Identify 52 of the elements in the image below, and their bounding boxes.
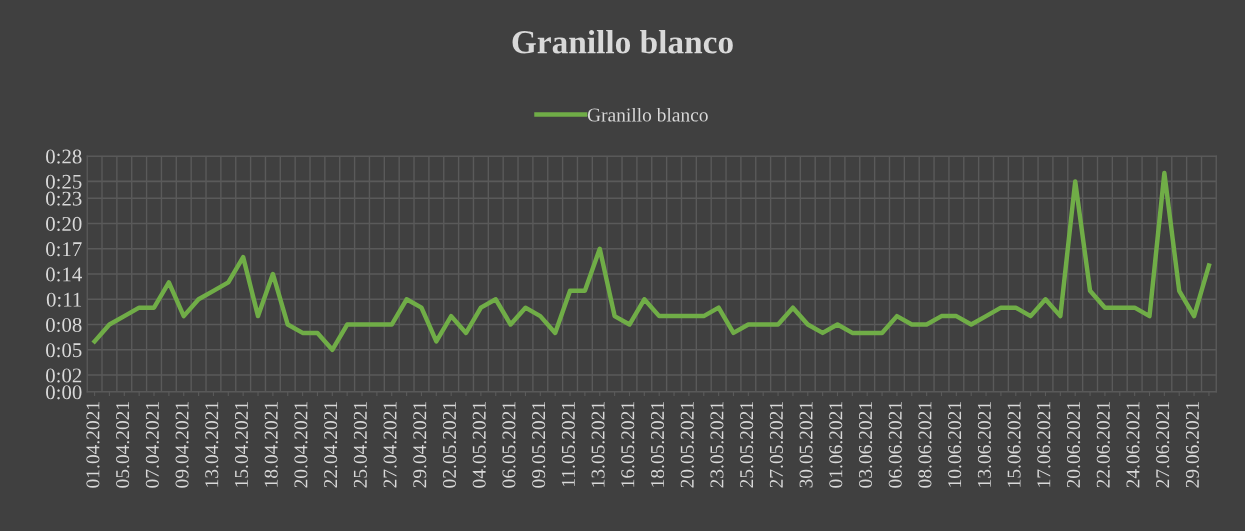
x-tick-label: 09.05.2021 (532, 402, 546, 488)
x-tick-label: 18.04.2021 (264, 402, 278, 487)
y-tick-label: 0:23 (46, 191, 82, 206)
x-tick-label: 05.04.2021 (116, 402, 130, 488)
x-tick-label: 04.05.2021 (472, 402, 486, 488)
y-tick-label: 0:08 (46, 317, 82, 333)
y-tick-label: 0:20 (46, 216, 82, 231)
x-tick-label: 09.04.2021 (175, 402, 189, 488)
x-tick-label: 29.04.2021 (413, 402, 427, 488)
x-tick-label: 08.06.2021 (918, 402, 932, 488)
y-tick-label: 0:25 (46, 174, 82, 189)
x-tick-label: 10.06.2021 (948, 402, 962, 487)
y-tick-label: 0:02 (46, 368, 82, 383)
x-tick-label: 13.04.2021 (205, 402, 219, 487)
y-tick-label: 0:00 (46, 385, 82, 400)
x-tick-label: 25.04.2021 (353, 402, 367, 488)
x-tick-label: 03.06.2021 (858, 402, 873, 488)
y-tick-label: 0:17 (46, 242, 82, 257)
x-tick-label: 30.05.2021 (799, 402, 813, 488)
x-tick-label: 27.06.2021 (1156, 402, 1170, 488)
x-tick-label: 20.06.2021 (1066, 402, 1081, 488)
y-tick-label: 0:11 (46, 292, 82, 307)
x-tick-label: 22.06.2021 (1096, 402, 1110, 488)
x-tick-label: 18.05.2021 (650, 402, 665, 487)
x-tick-label: 16.05.2021 (621, 402, 635, 487)
legend-label: Granillo blanco (587, 107, 708, 122)
x-tick-label: 15.06.2021 (1007, 402, 1021, 487)
line-series (92, 170, 1212, 352)
x-tick-label: 11.05.2021 (561, 402, 575, 486)
x-tick-label: 25.05.2021 (740, 402, 754, 488)
x-tick-label: 17.06.2021 (1037, 402, 1051, 487)
x-tick-label: 27.04.2021 (383, 402, 397, 488)
x-tick-label: 13.06.2021 (977, 402, 992, 487)
x-tick-label: 01.04.2021 (86, 402, 100, 488)
x-tick-label: 22.04.2021 (324, 402, 338, 488)
x-tick-label: 06.05.2021 (502, 402, 516, 488)
y-tick-label: 0:05 (46, 343, 82, 358)
x-tick-label: 02.05.2021 (442, 402, 457, 488)
x-tick-label: 06.06.2021 (888, 402, 902, 488)
x-tick-label: 07.04.2021 (145, 402, 159, 488)
x-tick-label: 15.04.2021 (234, 402, 249, 487)
x-tick-label: 27.05.2021 (769, 402, 783, 488)
x-tick-label: 13.05.2021 (591, 402, 605, 487)
x-tick-label: 24.06.2021 (1126, 402, 1140, 488)
x-tick-label: 23.05.2021 (710, 402, 724, 488)
x-tick-label: 20.04.2021 (294, 402, 308, 488)
chart-title: Granillo blanco (512, 30, 733, 54)
x-tick-label: 29.06.2021 (1185, 402, 1200, 488)
x-tick-label: 20.05.2021 (680, 402, 694, 488)
x-tick-label: 01.06.2021 (829, 402, 843, 488)
y-tick-label: 0:14 (46, 267, 82, 282)
y-tick-label: 0:28 (46, 149, 82, 164)
